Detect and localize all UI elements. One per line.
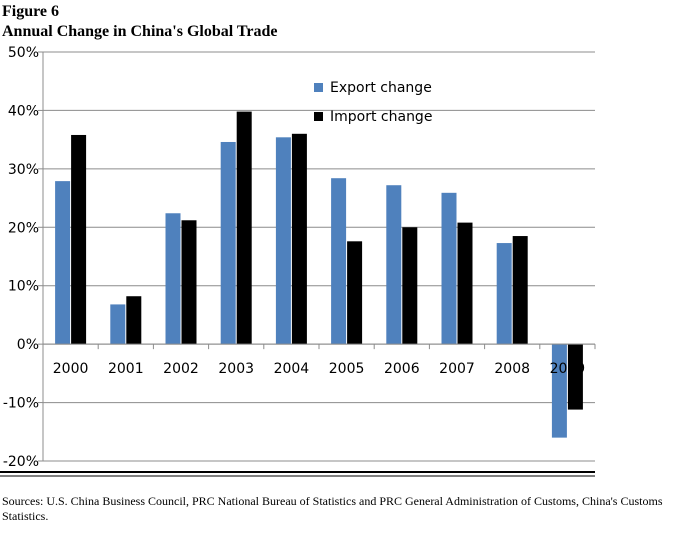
legend: Export change Import change bbox=[314, 80, 432, 125]
x-tick-label: 2003 bbox=[218, 361, 254, 377]
x-tick-label: 2007 bbox=[439, 361, 475, 377]
y-tick-label: 40% bbox=[8, 103, 39, 119]
figure-label: Figure 6 bbox=[2, 3, 60, 20]
x-tick-label: 2006 bbox=[384, 361, 420, 377]
x-tick-labels: 2000 2001 2002 2003 2004 2005 2006 2007 2008 2009 bbox=[53, 361, 585, 377]
import-bar-2009 bbox=[567, 344, 583, 410]
y-tick-label: 50% bbox=[8, 45, 39, 61]
import-bar-2008 bbox=[512, 236, 528, 345]
x-tick-label: 2001 bbox=[108, 361, 144, 377]
y-tick-label: -20% bbox=[3, 454, 39, 470]
y-tick-label: -10% bbox=[3, 396, 39, 412]
y-tick-label: 20% bbox=[8, 220, 39, 236]
export-bar-2001 bbox=[110, 304, 126, 345]
import-bar-2001 bbox=[126, 296, 142, 345]
import-bar-2007 bbox=[457, 222, 473, 345]
bars bbox=[55, 111, 583, 438]
export-bar-2004 bbox=[275, 137, 291, 345]
export-bar-2007 bbox=[441, 192, 457, 345]
export-bar-2009 bbox=[551, 344, 567, 438]
y-tick-labels: -20% -10% 0% 10% 20% 30% 40% 50% bbox=[3, 45, 39, 470]
export-legend-label: Export change bbox=[330, 80, 432, 96]
import-bar-2000 bbox=[71, 134, 87, 345]
import-bar-2003 bbox=[236, 111, 252, 345]
import-bar-2002 bbox=[181, 220, 197, 345]
x-tick-label: 2008 bbox=[494, 361, 530, 377]
y-tick-label: 0% bbox=[17, 337, 39, 353]
export-bar-2008 bbox=[496, 243, 512, 345]
import-bar-2004 bbox=[291, 133, 307, 345]
import-legend-label: Import change bbox=[330, 109, 432, 125]
export-legend-swatch bbox=[314, 83, 323, 92]
y-tick-label: 10% bbox=[8, 279, 39, 295]
x-tick-label: 2002 bbox=[163, 361, 199, 377]
export-bar-2006 bbox=[386, 185, 402, 345]
export-bar-2000 bbox=[55, 181, 71, 345]
y-tick-label: 30% bbox=[8, 162, 39, 178]
export-bar-2002 bbox=[165, 213, 181, 345]
sources-note: Sources: U.S. China Business Council, PR… bbox=[2, 494, 663, 523]
x-tick-label: 2004 bbox=[274, 361, 310, 377]
x-tick-label: 2005 bbox=[329, 361, 365, 377]
import-bar-2006 bbox=[402, 227, 418, 345]
import-legend-swatch bbox=[314, 112, 323, 121]
chart-title: Annual Change in China's Global Trade bbox=[2, 23, 278, 40]
import-bar-2005 bbox=[347, 241, 363, 345]
chart-area: -20% -10% 0% 10% 20% 30% 40% 50% 2000 2001 2002 20… bbox=[0, 40, 600, 480]
x-tick-label: 2000 bbox=[53, 361, 89, 377]
axes bbox=[0, 52, 596, 477]
export-bar-2005 bbox=[331, 178, 347, 345]
bar-chart: -20%-10%0%10%20%30%40%50% 2000 2001 2002 20… bbox=[0, 45, 596, 477]
x-tick-label: 2009 bbox=[550, 361, 586, 377]
export-bar-2003 bbox=[220, 141, 236, 345]
